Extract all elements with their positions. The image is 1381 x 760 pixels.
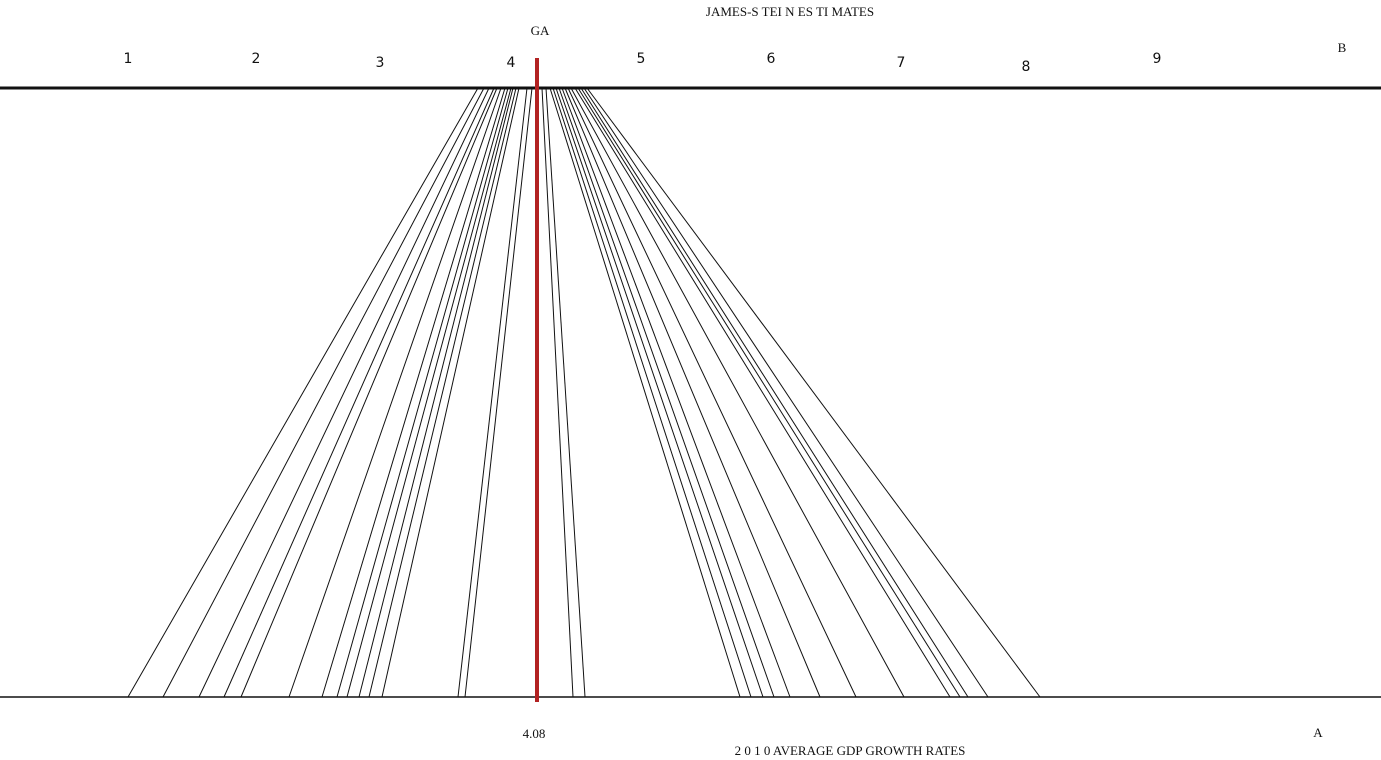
- shrinkage-line: [583, 87, 989, 698]
- shrinkage-line: [555, 87, 764, 698]
- shrinkage-line: [358, 87, 514, 698]
- shrinkage-line: [127, 87, 479, 698]
- mean-value-label: 4.08: [523, 726, 546, 741]
- shrinkage-line: [346, 87, 512, 698]
- shrinkage-line: [541, 87, 574, 698]
- shrinkage-line: [336, 87, 509, 698]
- shrinkage-line: [574, 87, 951, 698]
- shrinkage-line: [288, 87, 502, 698]
- shrinkage-line: [570, 87, 905, 698]
- center-label: GA: [531, 23, 550, 38]
- shrinkage-line: [368, 87, 517, 698]
- shrinkage-line: [162, 87, 485, 698]
- shrinkage-line: [464, 87, 533, 698]
- shrinkage-lines-group: [127, 87, 1041, 698]
- shrinkage-line: [457, 87, 528, 698]
- top-tick-label: 9: [1153, 51, 1162, 67]
- top-tick-label: 6: [767, 51, 776, 67]
- shrinkage-line: [198, 87, 490, 698]
- shrinkage-line: [545, 87, 586, 698]
- top-tick-label: 5: [637, 51, 646, 67]
- top-tick-label: 4: [507, 55, 516, 71]
- shrinkage-line: [552, 87, 752, 698]
- shrinkage-line: [558, 87, 775, 698]
- shrinkage-line: [381, 87, 520, 698]
- top-tick-label: 1: [124, 51, 133, 67]
- shrinkage-line: [564, 87, 821, 698]
- shrinkage-line: [567, 87, 857, 698]
- shrinkage-line: [240, 87, 498, 698]
- shrinkage-line: [577, 87, 961, 698]
- top-tick-label: 2: [252, 51, 261, 67]
- shrinkage-line: [321, 87, 506, 698]
- shrinkage-line: [561, 87, 791, 698]
- top-tick-label: 3: [376, 55, 385, 71]
- top-line-label: B: [1338, 40, 1347, 55]
- bottom-line-label: A: [1313, 725, 1323, 740]
- shrinkage-line: [580, 87, 969, 698]
- shrinkage-line: [223, 87, 495, 698]
- top-tick-label: 8: [1022, 59, 1031, 75]
- shrinkage-line: [549, 87, 741, 698]
- bottom-title: 2 0 1 0 AVERAGE GDP GROWTH RATES: [735, 743, 966, 758]
- top-title: JAMES-S TEI N ES TI MATES: [706, 4, 874, 19]
- shrinkage-line: [586, 87, 1041, 698]
- top-tick-label: 7: [897, 55, 906, 71]
